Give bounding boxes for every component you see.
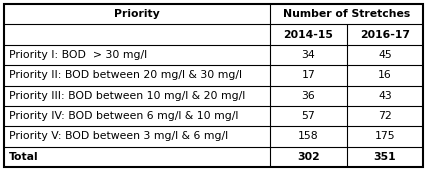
Text: 34: 34: [301, 50, 314, 60]
Text: 17: 17: [301, 70, 314, 80]
Text: 16: 16: [377, 70, 391, 80]
Text: 2016-17: 2016-17: [359, 30, 409, 40]
Text: Priority I: BOD  > 30 mg/l: Priority I: BOD > 30 mg/l: [9, 50, 147, 60]
Text: 57: 57: [301, 111, 314, 121]
Text: Priority III: BOD between 10 mg/l & 20 mg/l: Priority III: BOD between 10 mg/l & 20 m…: [9, 91, 245, 101]
Text: 43: 43: [377, 91, 391, 101]
Text: 302: 302: [296, 152, 319, 162]
Text: Priority V: BOD between 3 mg/l & 6 mg/l: Priority V: BOD between 3 mg/l & 6 mg/l: [9, 131, 227, 141]
Text: 351: 351: [373, 152, 395, 162]
Text: 36: 36: [301, 91, 314, 101]
Text: 72: 72: [377, 111, 391, 121]
Text: 2014-15: 2014-15: [283, 30, 333, 40]
Text: Priority II: BOD between 20 mg/l & 30 mg/l: Priority II: BOD between 20 mg/l & 30 mg…: [9, 70, 242, 80]
Text: Number of Stretches: Number of Stretches: [282, 9, 409, 19]
Text: 158: 158: [297, 131, 318, 141]
Text: Priority: Priority: [114, 9, 159, 19]
Text: Priority IV: BOD between 6 mg/l & 10 mg/l: Priority IV: BOD between 6 mg/l & 10 mg/…: [9, 111, 238, 121]
Text: 45: 45: [377, 50, 391, 60]
Text: 175: 175: [374, 131, 394, 141]
Text: Total: Total: [9, 152, 38, 162]
